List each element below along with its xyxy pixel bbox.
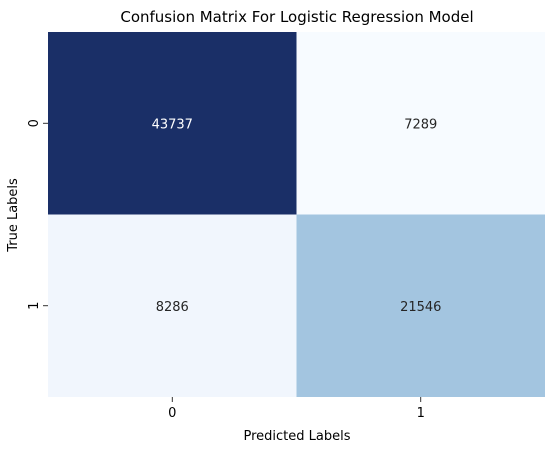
y-tick-label-1: 1 — [27, 302, 42, 310]
cell-value-label-1-0: 8286 — [156, 300, 189, 315]
x-tick-label-0: 0 — [168, 406, 176, 421]
heatmap-cells — [48, 32, 545, 397]
heatmap-cell-0-0 — [48, 32, 297, 215]
chart-title: Confusion Matrix For Logistic Regression… — [120, 8, 473, 26]
x-tick-label-1: 1 — [417, 406, 425, 421]
y-axis-ticks: 01 — [27, 119, 48, 310]
y-tick-label-0: 0 — [27, 119, 42, 127]
cell-value-label-0-1: 7289 — [404, 117, 437, 132]
cell-value-label-0-0: 43737 — [152, 117, 193, 132]
y-axis-label: True Labels — [6, 178, 21, 253]
heatmap-cell-labels: 43737 7289 8286 21546 — [152, 117, 442, 315]
heatmap-cell-1-1 — [296, 214, 545, 397]
heatmap-cell-0-1 — [296, 32, 545, 215]
cell-value-label-1-1: 21546 — [400, 300, 441, 315]
x-axis-label: Predicted Labels — [243, 429, 350, 444]
heatmap-cell-1-0 — [48, 214, 297, 397]
